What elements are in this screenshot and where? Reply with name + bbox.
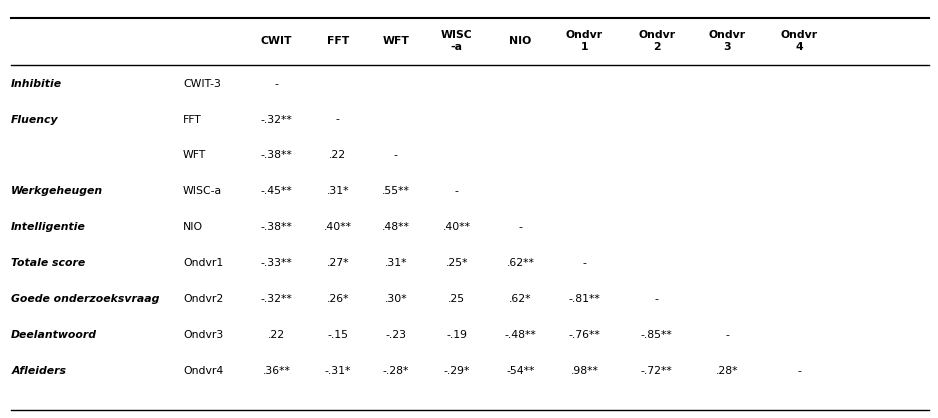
Text: Goede onderzoeksvraag: Goede onderzoeksvraag (11, 294, 159, 304)
Text: Ondvr
3: Ondvr 3 (708, 31, 746, 52)
Text: Totale score: Totale score (11, 258, 85, 268)
Text: .27*: .27* (326, 258, 349, 268)
Text: CWIT: CWIT (261, 36, 293, 46)
Text: .48**: .48** (382, 222, 410, 232)
Text: Intelligentie: Intelligentie (11, 222, 86, 232)
Text: -.15: -.15 (327, 330, 348, 340)
Text: Ondvr3: Ondvr3 (183, 330, 223, 340)
Text: NIO: NIO (509, 36, 532, 46)
Text: .31*: .31* (385, 258, 407, 268)
Text: WFT: WFT (383, 36, 409, 46)
Text: NIO: NIO (183, 222, 203, 232)
Text: -.23: -.23 (386, 330, 406, 340)
Text: -54**: -54** (507, 366, 535, 376)
Text: Ondvr4: Ondvr4 (183, 366, 223, 376)
Text: -: - (725, 330, 729, 340)
Text: Ondvr
1: Ondvr 1 (566, 31, 603, 52)
Text: Fluency: Fluency (11, 115, 59, 125)
Text: -: - (336, 115, 340, 125)
Text: -.28*: -.28* (383, 366, 409, 376)
Text: Afleiders: Afleiders (11, 366, 67, 376)
Text: -.72**: -.72** (641, 366, 673, 376)
Text: -: - (797, 366, 801, 376)
Text: Werkgeheugen: Werkgeheugen (11, 186, 103, 196)
Text: -.31*: -.31* (325, 366, 351, 376)
Text: Deelantwoord: Deelantwoord (11, 330, 98, 340)
Text: -: - (455, 186, 459, 196)
Text: Ondvr2: Ondvr2 (183, 294, 223, 304)
Text: .25*: .25* (446, 258, 468, 268)
Text: .22: .22 (268, 330, 285, 340)
Text: .26*: .26* (326, 294, 349, 304)
Text: .28*: .28* (716, 366, 738, 376)
Text: .30*: .30* (385, 294, 407, 304)
Text: -.85**: -.85** (641, 330, 673, 340)
Text: -.29*: -.29* (444, 366, 470, 376)
Text: -: - (519, 222, 522, 232)
Text: -.19: -.19 (446, 330, 467, 340)
Text: CWIT-3: CWIT-3 (183, 79, 220, 89)
Text: Ondvr
2: Ondvr 2 (638, 31, 675, 52)
Text: .98**: .98** (570, 366, 598, 376)
Text: -.32**: -.32** (261, 294, 293, 304)
Text: -.33**: -.33** (261, 258, 293, 268)
Text: .62*: .62* (509, 294, 532, 304)
Text: -.45**: -.45** (261, 186, 293, 196)
Text: WFT: WFT (183, 150, 206, 161)
Text: .22: .22 (329, 150, 346, 161)
Text: WISC
-a: WISC -a (441, 31, 473, 52)
Text: .25: .25 (448, 294, 465, 304)
Text: Ondvr1: Ondvr1 (183, 258, 223, 268)
Text: Inhibitie: Inhibitie (11, 79, 63, 89)
Text: FFT: FFT (326, 36, 349, 46)
Text: -: - (655, 294, 658, 304)
Text: -.48**: -.48** (505, 330, 537, 340)
Text: -: - (582, 258, 586, 268)
Text: Ondvr
4: Ondvr 4 (780, 31, 818, 52)
Text: -.38**: -.38** (261, 222, 293, 232)
Text: FFT: FFT (183, 115, 202, 125)
Text: -.81**: -.81** (568, 294, 600, 304)
Text: .62**: .62** (507, 258, 535, 268)
Text: WISC-a: WISC-a (183, 186, 222, 196)
Text: .31*: .31* (326, 186, 349, 196)
Text: -.38**: -.38** (261, 150, 293, 161)
Text: -.76**: -.76** (568, 330, 600, 340)
Text: -: - (275, 79, 279, 89)
Text: .55**: .55** (382, 186, 410, 196)
Text: .40**: .40** (443, 222, 471, 232)
Text: .36**: .36** (263, 366, 291, 376)
Text: .40**: .40** (324, 222, 352, 232)
Text: -.32**: -.32** (261, 115, 293, 125)
Text: -: - (394, 150, 398, 161)
